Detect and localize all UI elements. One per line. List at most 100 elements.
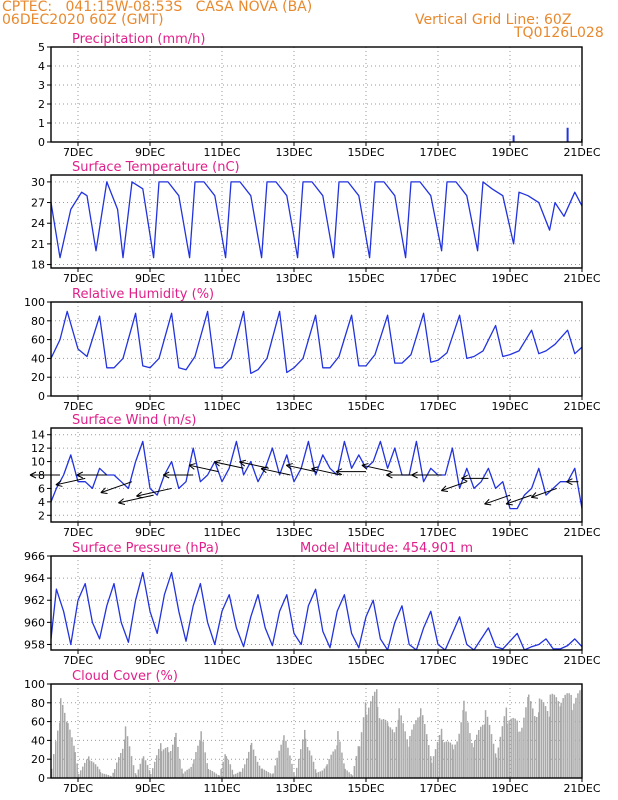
cloud-bar	[474, 740, 476, 778]
cloud-bar	[571, 710, 573, 778]
cloud-bar	[195, 752, 197, 778]
cloud-bar	[510, 718, 512, 778]
cloud-bar	[148, 770, 151, 778]
cloud-bar	[232, 774, 235, 778]
cloud-bar	[404, 731, 406, 778]
cloud-bar	[538, 698, 541, 778]
cloud-bar	[422, 715, 424, 778]
y-tick-label: 10	[31, 456, 45, 469]
y-tick-label: 2	[38, 509, 45, 522]
y-tick-label: 4	[38, 60, 45, 73]
cloud-bar	[517, 731, 519, 778]
cloud-bar	[135, 775, 138, 778]
cloud-bar	[110, 776, 112, 778]
cloud-bar	[200, 731, 202, 778]
cloud-bar	[312, 761, 315, 778]
cloud-bar	[337, 731, 339, 778]
wind-arrow	[441, 481, 467, 492]
wind-arrow-head	[188, 463, 196, 470]
panel-frame	[50, 427, 583, 523]
cloud-bar	[181, 768, 183, 778]
cloud-bar	[484, 724, 486, 778]
cloud-bar	[310, 755, 313, 778]
cloud-bar	[330, 754, 332, 778]
wind-arrow	[239, 461, 269, 469]
cloud-bar	[557, 701, 560, 778]
y-tick-label: 30	[31, 176, 45, 189]
y-tick-label: 14	[31, 429, 45, 442]
cloud-bar	[193, 759, 195, 778]
cloud-bar	[430, 756, 432, 778]
wind-arrow-head	[505, 498, 513, 506]
y-tick-label: 5	[38, 41, 45, 54]
wind-arrow-head	[566, 478, 573, 486]
cloud-bar	[154, 761, 156, 778]
panel-frame	[50, 301, 583, 397]
cloud-bar	[248, 751, 250, 778]
cloud-bar	[258, 765, 261, 778]
cloud-bar	[536, 716, 538, 778]
x-tick-label: 7DEC	[63, 526, 93, 539]
x-tick-label: 15DEC	[347, 146, 384, 159]
panel-frame	[50, 555, 583, 651]
cloud-bar	[184, 771, 186, 778]
cloud-bar	[434, 749, 437, 778]
cloud-bar	[332, 751, 334, 778]
cloud-bar	[172, 744, 174, 778]
x-tick-label: 11DEC	[203, 146, 240, 159]
x-tick-label: 19DEC	[491, 146, 528, 159]
cloud-bar	[254, 755, 257, 778]
cloud-bar	[137, 769, 140, 778]
cloud-bar	[78, 773, 80, 778]
run-date: 06DEC2020 60Z (GMT)	[2, 12, 164, 28]
cloud-bar	[190, 766, 192, 778]
cloud-bar	[269, 773, 272, 778]
x-tick-label: 21DEC	[563, 272, 600, 285]
cloud-bar	[413, 724, 415, 778]
cloud-bar	[494, 753, 497, 778]
cloud-bar	[272, 773, 274, 778]
x-tick-label: 17DEC	[419, 782, 456, 795]
cloud-bar	[549, 694, 552, 778]
x-tick-label: 7DEC	[63, 146, 93, 159]
cloud-bar	[317, 772, 320, 778]
panel-title: Relative Humidity (%)	[72, 287, 214, 302]
cloud-bar	[378, 718, 381, 778]
cloud-bar	[238, 771, 241, 778]
cloud-bar	[204, 752, 206, 778]
x-tick-label: 17DEC	[419, 526, 456, 539]
cloud-bar	[527, 697, 529, 778]
cloud-bar	[402, 723, 404, 778]
cloud-bar	[224, 754, 226, 778]
wind-arrow	[118, 494, 154, 504]
cloud-bar	[146, 765, 149, 778]
wind-arrow-head	[55, 480, 63, 487]
y-tick-label: 12	[31, 442, 45, 455]
wind-arrow-head	[136, 491, 144, 499]
wind-arrow-head	[335, 468, 343, 476]
chart-header: CPTEC: 041:15W-08:53S CASA NOVA (BA) 06D…	[0, 0, 618, 40]
cloud-bar	[523, 717, 525, 778]
y-tick-label: 962	[24, 594, 45, 607]
cloud-bar	[495, 757, 498, 778]
y-tick-label: 80	[31, 697, 45, 710]
cloud-bar	[445, 741, 448, 778]
cloud-bar	[506, 723, 508, 778]
x-tick-label: 9DEC	[135, 782, 165, 795]
cloud-bar	[514, 718, 516, 778]
cloud-bar	[519, 731, 521, 778]
cloud-bar	[391, 729, 394, 778]
y-tick-label: 4	[38, 496, 45, 509]
x-tick-label: 7DEC	[63, 782, 93, 795]
cloud-bar	[417, 717, 419, 778]
cloud-bar	[447, 741, 450, 778]
cloud-bar	[94, 764, 97, 778]
wind-arrow	[188, 464, 219, 473]
cloud-bar	[267, 772, 270, 778]
cloud-bar	[192, 763, 194, 778]
cloud-bar	[551, 693, 554, 778]
cloud-bar	[234, 773, 237, 778]
cloud-bar	[471, 743, 473, 778]
cloud-bar	[260, 768, 263, 778]
